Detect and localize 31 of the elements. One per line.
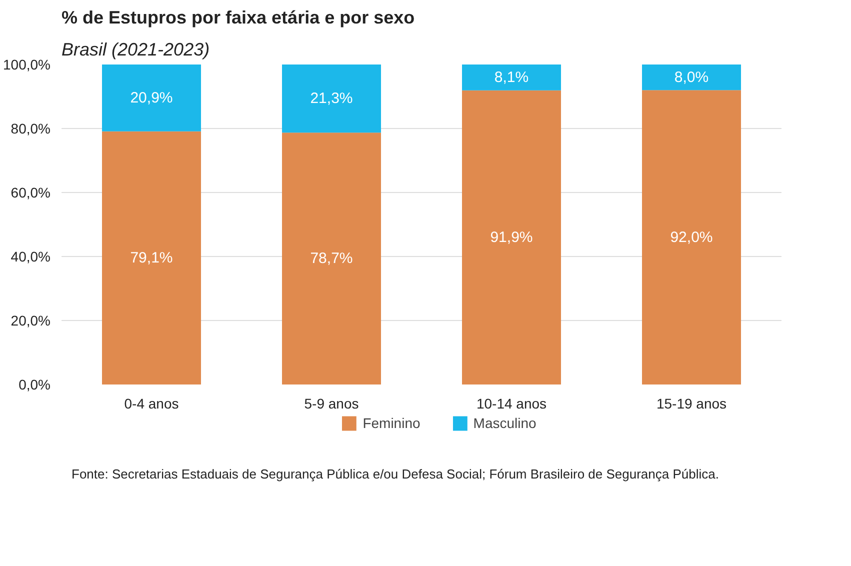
bar	[642, 64, 741, 90]
data-label: 20,9%	[130, 89, 173, 106]
x-tick-label: 5-9 anos	[304, 396, 359, 412]
data-label: 8,0%	[674, 68, 709, 86]
x-tick-label: 0-4 anos	[124, 396, 179, 412]
bar	[102, 131, 201, 384]
data-label: 8,1%	[494, 68, 529, 86]
legend-label: Feminino	[362, 415, 420, 431]
bar	[102, 64, 201, 132]
data-label: 21,3%	[310, 90, 353, 108]
bar	[462, 64, 561, 90]
source-note: Fonte: Secretarias Estaduais de Segurança Pública e/ou Defesa Social; Fórum Brasileiro de Segurança Pública.	[72, 466, 719, 482]
data-label: 92,0%	[670, 228, 713, 246]
y-tick-label: 100,0%	[3, 56, 50, 72]
x-tick-label: 15-19 anos	[656, 396, 727, 412]
y-tick-label: 40,0%	[10, 248, 51, 264]
bar	[282, 132, 381, 384]
data-label: 78,7%	[310, 250, 353, 268]
data-label: 79,1%	[130, 249, 173, 266]
bar	[642, 90, 741, 384]
chart-title: % de Estupros por faixa etária e por sexo	[62, 8, 415, 28]
y-tick-label: 20,0%	[10, 312, 51, 328]
y-tick-label: 60,0%	[10, 184, 51, 200]
bar	[462, 90, 561, 384]
legend-label: Masculino	[473, 415, 536, 431]
y-tick-label: 0,0%	[18, 376, 51, 392]
bar	[282, 64, 381, 133]
data-label: 91,9%	[490, 228, 533, 246]
x-tick-label: 10-14 anos	[476, 396, 547, 412]
chart-subtitle: Brasil (2021-2023)	[62, 40, 210, 60]
y-tick-label: 80,0%	[10, 120, 51, 136]
